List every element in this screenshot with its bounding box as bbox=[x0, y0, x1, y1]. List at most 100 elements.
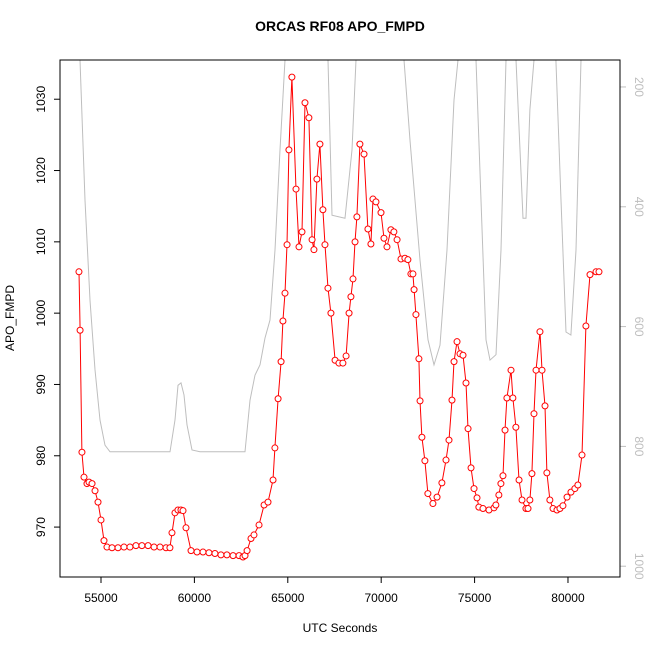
point bbox=[347, 293, 355, 301]
point bbox=[281, 289, 289, 297]
point bbox=[211, 549, 219, 557]
point bbox=[353, 213, 361, 221]
y2-tick-label: 600 bbox=[632, 317, 646, 337]
point bbox=[421, 457, 429, 465]
point bbox=[438, 479, 446, 487]
x-tick-label: 80000 bbox=[551, 591, 585, 605]
point bbox=[360, 150, 368, 158]
point bbox=[144, 542, 152, 550]
point bbox=[526, 496, 534, 504]
point bbox=[445, 436, 453, 444]
x-axis-label: UTC Seconds bbox=[303, 621, 378, 635]
point bbox=[283, 241, 291, 249]
point bbox=[473, 494, 481, 502]
point bbox=[76, 326, 84, 334]
point bbox=[364, 225, 372, 233]
point bbox=[450, 358, 458, 366]
x-tick-label: 60000 bbox=[178, 591, 212, 605]
point bbox=[429, 500, 437, 508]
point bbox=[150, 543, 158, 551]
series-line bbox=[79, 60, 582, 453]
point bbox=[295, 243, 303, 251]
point bbox=[390, 228, 398, 236]
point bbox=[94, 498, 102, 506]
point bbox=[479, 505, 487, 513]
point bbox=[404, 256, 412, 264]
x-tick-label: 65000 bbox=[271, 591, 305, 605]
point bbox=[156, 543, 164, 551]
point bbox=[499, 472, 507, 480]
point bbox=[243, 547, 251, 555]
point bbox=[339, 359, 347, 367]
point bbox=[166, 544, 174, 552]
point bbox=[199, 548, 207, 556]
point bbox=[342, 352, 350, 360]
point bbox=[518, 496, 526, 504]
point bbox=[321, 241, 329, 249]
y-tick-label: 1000 bbox=[34, 299, 48, 326]
point bbox=[345, 309, 353, 317]
point bbox=[530, 410, 538, 418]
point bbox=[91, 487, 99, 495]
point bbox=[538, 366, 546, 374]
point bbox=[351, 238, 359, 246]
point bbox=[305, 114, 313, 122]
point bbox=[541, 402, 549, 410]
point bbox=[313, 175, 321, 183]
point bbox=[255, 521, 263, 529]
point bbox=[223, 551, 231, 559]
point bbox=[448, 396, 456, 404]
y-tick-label: 970 bbox=[34, 517, 48, 537]
x-tick-label: 70000 bbox=[364, 591, 398, 605]
point bbox=[126, 543, 134, 551]
point bbox=[377, 209, 385, 217]
point bbox=[492, 501, 500, 509]
point bbox=[578, 451, 586, 459]
point bbox=[459, 351, 467, 359]
y-axis-label: APO_FMPD bbox=[3, 285, 17, 351]
point bbox=[501, 426, 509, 434]
point bbox=[497, 480, 505, 488]
point bbox=[574, 481, 582, 489]
chart-title: ORCAS RF08 APO_FMPD bbox=[255, 18, 425, 34]
y-tick-label: 1010 bbox=[34, 228, 48, 255]
point bbox=[193, 548, 201, 556]
point bbox=[563, 493, 571, 501]
y-tick-label: 990 bbox=[34, 374, 48, 394]
point bbox=[453, 338, 461, 346]
point bbox=[88, 480, 96, 488]
point bbox=[168, 529, 176, 537]
y2-tick-label: 800 bbox=[632, 436, 646, 456]
point bbox=[301, 99, 309, 107]
point bbox=[515, 476, 523, 484]
point bbox=[285, 146, 293, 154]
point bbox=[279, 317, 287, 325]
point bbox=[182, 524, 190, 532]
point bbox=[416, 397, 424, 405]
point bbox=[383, 243, 391, 251]
point bbox=[393, 236, 401, 244]
point bbox=[277, 358, 285, 366]
y-tick-label: 1030 bbox=[34, 86, 48, 113]
point bbox=[433, 493, 441, 501]
point bbox=[546, 496, 554, 504]
point bbox=[524, 505, 532, 513]
point bbox=[120, 543, 128, 551]
point bbox=[298, 228, 306, 236]
y-tick-label: 1020 bbox=[34, 157, 48, 184]
point bbox=[269, 476, 277, 484]
point bbox=[595, 268, 603, 276]
point bbox=[80, 473, 88, 481]
point bbox=[470, 485, 478, 493]
point bbox=[356, 140, 364, 148]
point bbox=[264, 498, 272, 506]
point bbox=[179, 507, 187, 515]
y2-tick-label: 1000 bbox=[632, 553, 646, 580]
point bbox=[464, 425, 472, 433]
point bbox=[316, 140, 324, 148]
point bbox=[324, 284, 332, 292]
point bbox=[288, 73, 296, 81]
point bbox=[229, 552, 237, 560]
